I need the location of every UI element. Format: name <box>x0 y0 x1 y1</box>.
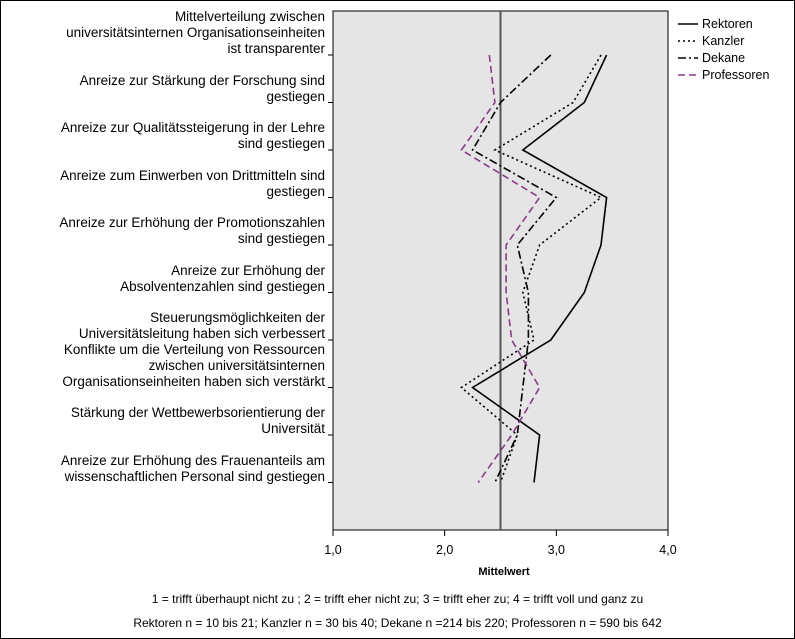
legend-swatch <box>678 40 698 42</box>
legend-swatch <box>678 57 698 59</box>
legend-label: Dekane <box>702 51 746 65</box>
series-line-rektoren <box>471 54 608 483</box>
category-label: Anreize zur Qualitätssteigerung in der L… <box>60 120 325 151</box>
legend-label: Kanzler <box>702 34 745 48</box>
legend-item-rektoren: Rektoren <box>678 16 753 32</box>
series-line-dekane <box>471 54 558 483</box>
legend-label: Professoren <box>702 68 770 82</box>
series-line-professoren <box>460 54 541 483</box>
category-label: Anreize zur Erhöhung des Frauenanteils a… <box>60 452 325 484</box>
category-label: Anreize zur Erhöhung der Absolventenzahl… <box>120 262 325 294</box>
legend-swatch <box>678 23 698 25</box>
category-label: Stärkung der Wettbewerbsorientierung der… <box>70 405 325 436</box>
category-label: Anreize zur Stärkung der Forschung sind … <box>79 72 325 104</box>
category-label: Anreize zur Erhöhung der Promotionszahle… <box>59 215 325 246</box>
category-label: Konflikte um die Verteilung von Ressourc… <box>62 341 325 389</box>
category-label: Mittelverteilung zwischen universitätsin… <box>66 9 325 56</box>
sample-size-note: Rektoren n = 10 bis 21; Kanzler n = 30 b… <box>133 616 662 630</box>
category-label: Anreize zum Einwerben von Drittmitteln s… <box>60 167 325 199</box>
x-tick-label: 3,0 <box>547 543 566 557</box>
legend-swatch <box>678 74 698 76</box>
x-axis-label: Mittelwert <box>478 566 530 578</box>
legend-item-professoren: Professoren <box>678 67 769 83</box>
scale-note: 1 = trifft überhaupt nicht zu ; 2 = trif… <box>151 592 644 606</box>
legend-item-dekane: Dekane <box>678 50 745 66</box>
series-line-kanzler <box>460 54 603 483</box>
category-label: Steuerungsmöglichkeiten der Universitäts… <box>78 310 325 341</box>
x-tick-label: 4,0 <box>659 543 677 557</box>
legend-item-kanzler: Kanzler <box>678 33 744 49</box>
legend-label: Rektoren <box>702 17 753 31</box>
x-tick-label: 2,0 <box>435 543 454 557</box>
x-tick-label: 1,0 <box>324 543 342 557</box>
